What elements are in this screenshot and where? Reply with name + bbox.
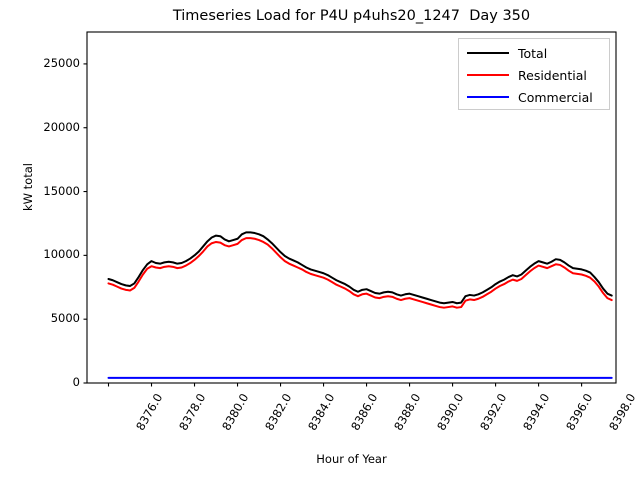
x-axis-label: Hour of Year xyxy=(316,452,387,466)
series-line-residential xyxy=(107,237,613,309)
y-tick-label: 10000 xyxy=(43,247,80,262)
legend-swatch-commercial xyxy=(467,96,509,98)
legend-swatch-total xyxy=(467,52,509,54)
legend-swatch-residential xyxy=(467,74,509,76)
legend-label-total: Total xyxy=(518,45,548,61)
series-lines xyxy=(107,231,613,379)
chart-title: Timeseries Load for P4U p4uhs20_1247 Day… xyxy=(172,8,531,24)
y-tick-label: 0 xyxy=(72,375,80,389)
legend-item-residential: Residential xyxy=(467,64,587,86)
axes-frame xyxy=(86,31,617,384)
legend-item-commercial: Commercial xyxy=(467,86,593,108)
y-tick-label: 5000 xyxy=(50,311,80,326)
series-line-total xyxy=(107,231,613,305)
legend-item-total: Total xyxy=(467,42,547,64)
legend-label-commercial: Commercial xyxy=(518,89,593,105)
y-tick-label: 20000 xyxy=(43,119,80,134)
y-tick-label: 25000 xyxy=(43,55,80,70)
legend-label-residential: Residential xyxy=(518,67,587,83)
legend: Total Residential Commercial xyxy=(458,38,610,110)
tick-marks xyxy=(83,63,583,387)
y-tick-label: 15000 xyxy=(43,183,80,198)
